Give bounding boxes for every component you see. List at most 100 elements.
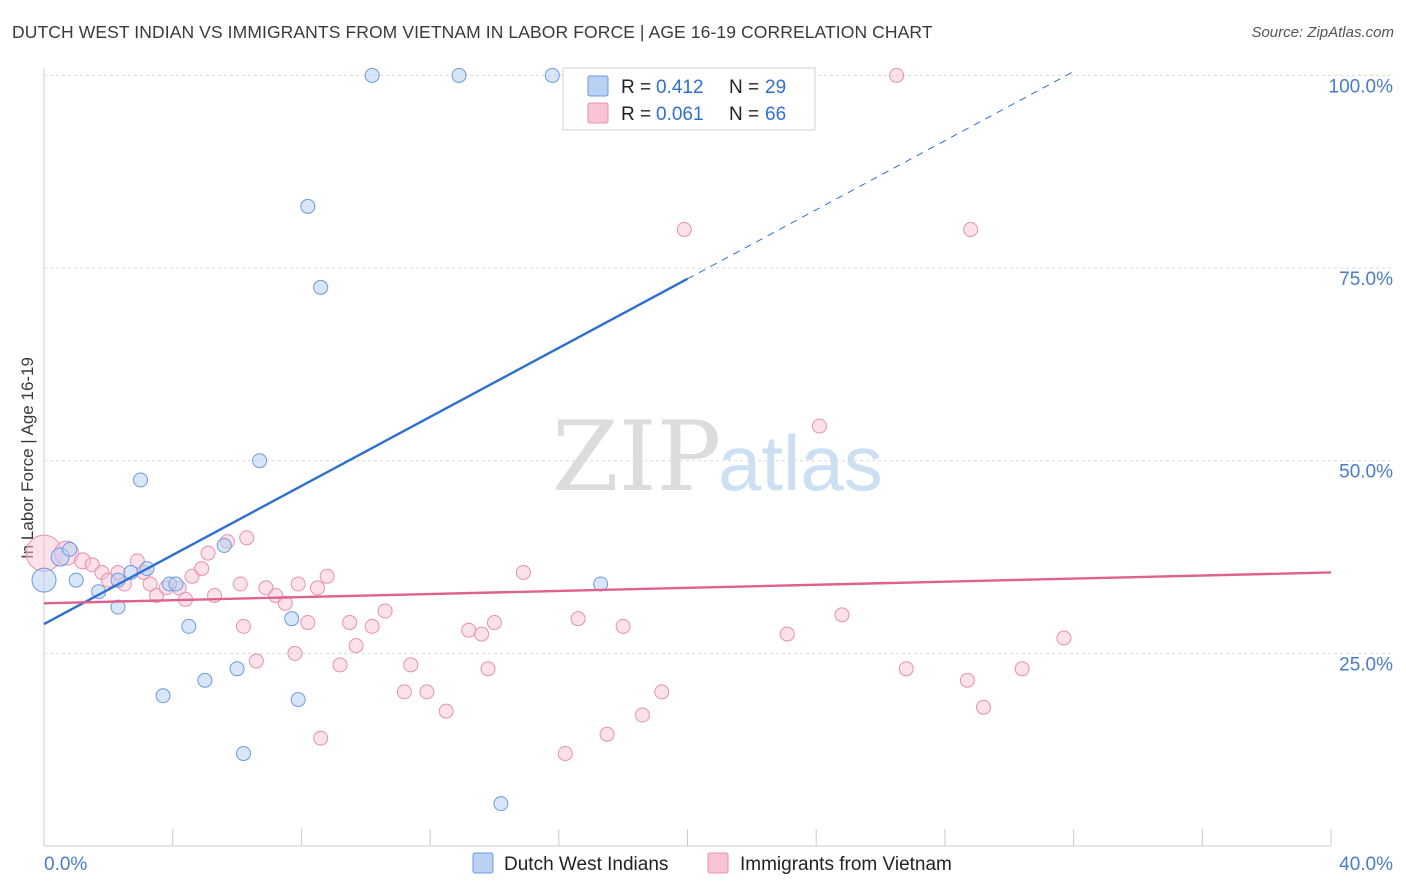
point-dutch-west-indians — [110, 599, 126, 615]
trend-lines — [43, 71, 1332, 626]
point-immigrants-from-vietnam — [779, 626, 795, 642]
point-immigrants-from-vietnam — [889, 67, 905, 83]
y-tick-label: 50.0% — [1339, 462, 1393, 483]
legend-r-label-blue: R = — [621, 77, 651, 98]
point-dutch-west-indians — [197, 672, 213, 688]
point-immigrants-from-vietnam — [232, 576, 248, 592]
point-immigrants-from-vietnam — [676, 222, 692, 238]
point-immigrants-from-vietnam — [634, 707, 650, 723]
x-tick-labels: 0.0% 40.0% — [44, 854, 1393, 875]
point-immigrants-from-vietnam — [364, 618, 380, 634]
y-axis-label: In Labor Force | Age 16-19 — [18, 357, 37, 559]
point-immigrants-from-vietnam — [486, 615, 502, 631]
point-dutch-west-indians — [155, 688, 171, 704]
point-immigrants-from-vietnam — [277, 595, 293, 611]
x-tick-label: 40.0% — [1339, 854, 1393, 875]
point-dutch-west-indians — [313, 279, 329, 295]
point-dutch-west-indians — [181, 618, 197, 634]
x-ticks — [43, 829, 1332, 846]
bottom-legend-label-pink: Immigrants from Vietnam — [740, 854, 952, 875]
x-tick-label: 0.0% — [44, 854, 87, 875]
point-immigrants-from-vietnam — [557, 746, 573, 762]
point-immigrants-from-vietnam — [438, 703, 454, 719]
watermark-atlas: atlas — [718, 419, 883, 507]
point-immigrants-from-vietnam — [142, 576, 158, 592]
point-dutch-west-indians — [31, 567, 57, 593]
point-dutch-west-indians — [252, 453, 268, 469]
point-immigrants-from-vietnam — [377, 603, 393, 619]
point-immigrants-from-vietnam — [1056, 630, 1072, 646]
bottom-legend-swatch-pink — [707, 852, 729, 874]
point-dutch-west-indians — [290, 692, 306, 708]
series-dutch-west-indians — [31, 67, 609, 812]
point-dutch-west-indians — [68, 572, 84, 588]
legend-r-label-pink: R = — [621, 104, 651, 125]
point-dutch-west-indians — [216, 537, 232, 553]
legend-swatch-blue — [587, 75, 609, 97]
trend-line-dutch-west-indians — [43, 277, 689, 626]
point-immigrants-from-vietnam — [300, 615, 316, 631]
point-immigrants-from-vietnam — [332, 657, 348, 673]
legend-swatch-pink — [587, 102, 609, 124]
point-dutch-west-indians — [62, 541, 78, 557]
point-immigrants-from-vietnam — [194, 561, 210, 577]
point-immigrants-from-vietnam — [239, 530, 255, 546]
point-immigrants-from-vietnam — [1014, 661, 1030, 677]
source-note: Source: ZipAtlas.com — [1251, 24, 1394, 41]
point-immigrants-from-vietnam — [403, 657, 419, 673]
legend-n-label-pink: N = — [729, 104, 759, 125]
trend-line-immigrants-from-vietnam — [43, 571, 1332, 605]
bottom-legend-swatch-blue — [472, 852, 494, 874]
point-immigrants-from-vietnam — [313, 730, 329, 746]
series-immigrants-from-vietnam — [25, 67, 1072, 762]
point-immigrants-from-vietnam — [963, 222, 979, 238]
point-dutch-west-indians — [229, 661, 245, 677]
point-immigrants-from-vietnam — [654, 684, 670, 700]
point-dutch-west-indians — [168, 576, 184, 592]
watermark-zip: ZIP — [552, 401, 721, 513]
point-dutch-west-indians — [133, 472, 149, 488]
point-immigrants-from-vietnam — [396, 684, 412, 700]
point-immigrants-from-vietnam — [811, 418, 827, 434]
point-immigrants-from-vietnam — [976, 699, 992, 715]
point-dutch-west-indians — [300, 198, 316, 214]
point-immigrants-from-vietnam — [480, 661, 496, 677]
point-dutch-west-indians — [235, 746, 251, 762]
legend-r-value-pink: 0.061 — [656, 104, 704, 125]
point-immigrants-from-vietnam — [474, 626, 490, 642]
point-immigrants-from-vietnam — [287, 645, 303, 661]
point-immigrants-from-vietnam — [615, 618, 631, 634]
watermark: ZIP atlas — [552, 401, 883, 513]
point-immigrants-from-vietnam — [235, 618, 251, 634]
point-immigrants-from-vietnam — [461, 622, 477, 638]
point-immigrants-from-vietnam — [309, 580, 325, 596]
legend-n-value-pink: 66 — [765, 104, 786, 125]
point-immigrants-from-vietnam — [348, 638, 364, 654]
point-dutch-west-indians — [364, 67, 380, 83]
trend-extension-dutch-west-indians — [687, 71, 1074, 280]
y-tick-label: 25.0% — [1339, 654, 1393, 675]
point-immigrants-from-vietnam — [290, 576, 306, 592]
point-immigrants-from-vietnam — [599, 726, 615, 742]
point-immigrants-from-vietnam — [834, 607, 850, 623]
point-immigrants-from-vietnam — [319, 568, 335, 584]
point-dutch-west-indians — [493, 796, 509, 812]
legend-r-value-blue: 0.412 — [656, 77, 704, 98]
point-dutch-west-indians — [451, 67, 467, 83]
correlation-legend: R = 0.412 N = 29 R = 0.061 N = 66 — [562, 67, 816, 131]
point-immigrants-from-vietnam — [515, 564, 531, 580]
point-immigrants-from-vietnam — [959, 672, 975, 688]
series-legend: Dutch West Indians Immigrants from Vietn… — [472, 852, 952, 875]
point-immigrants-from-vietnam — [419, 684, 435, 700]
y-tick-labels: 25.0% 50.0% 75.0% 100.0% — [1329, 76, 1394, 675]
gridlines — [44, 74, 1391, 654]
point-dutch-west-indians — [284, 611, 300, 627]
legend-n-label-blue: N = — [729, 77, 759, 98]
y-tick-label: 100.0% — [1329, 76, 1394, 97]
chart-title: DUTCH WEST INDIAN VS IMMIGRANTS FROM VIE… — [12, 22, 933, 42]
y-tick-label: 75.0% — [1339, 269, 1393, 290]
point-immigrants-from-vietnam — [570, 611, 586, 627]
point-immigrants-from-vietnam — [898, 661, 914, 677]
point-immigrants-from-vietnam — [200, 545, 216, 561]
